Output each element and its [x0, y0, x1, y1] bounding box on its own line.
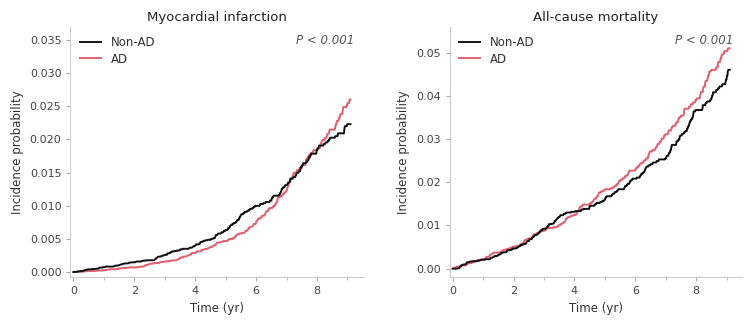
Text: P < 0.001: P < 0.001 — [675, 34, 733, 47]
AD — [611, 184, 620, 188]
Line: Non-AD: Non-AD — [453, 70, 730, 269]
Non-AD — [194, 243, 203, 246]
Y-axis label: Incidence probability: Incidence probability — [398, 90, 410, 214]
AD — [118, 266, 127, 270]
Non-AD — [232, 220, 241, 224]
Y-axis label: Incidence probability: Incidence probability — [11, 90, 24, 214]
AD — [278, 193, 287, 197]
AD — [69, 270, 78, 274]
Legend: Non-AD, AD: Non-AD, AD — [456, 33, 538, 69]
Non-AD — [140, 259, 149, 262]
Non-AD — [118, 262, 127, 266]
AD — [232, 233, 241, 237]
Non-AD — [725, 68, 734, 72]
AD — [725, 46, 734, 50]
AD — [574, 209, 583, 213]
AD — [254, 216, 263, 220]
AD — [497, 249, 506, 253]
X-axis label: Time (yr): Time (yr) — [569, 302, 623, 315]
Non-AD — [657, 157, 666, 161]
AD — [194, 249, 203, 253]
AD — [724, 46, 733, 50]
AD — [140, 264, 149, 268]
Non-AD — [346, 122, 355, 126]
Title: All-cause mortality: All-cause mortality — [533, 11, 658, 24]
AD — [448, 267, 457, 271]
Non-AD — [497, 251, 506, 255]
Non-AD — [69, 270, 78, 274]
AD — [520, 240, 529, 244]
AD — [346, 98, 355, 102]
Line: AD: AD — [453, 48, 730, 269]
X-axis label: Time (yr): Time (yr) — [190, 302, 243, 315]
AD — [633, 165, 642, 169]
Non-AD — [611, 190, 620, 194]
Non-AD — [343, 122, 352, 126]
Text: P < 0.001: P < 0.001 — [296, 34, 354, 47]
Non-AD — [254, 204, 263, 208]
Line: Non-AD: Non-AD — [74, 124, 350, 272]
Title: Myocardial infarction: Myocardial infarction — [147, 11, 286, 24]
Non-AD — [520, 242, 529, 246]
Non-AD — [448, 267, 457, 271]
Non-AD — [574, 209, 583, 213]
AD — [345, 98, 354, 102]
Non-AD — [633, 176, 642, 180]
Line: AD: AD — [74, 100, 350, 272]
Legend: Non-AD, AD: Non-AD, AD — [76, 33, 159, 69]
AD — [657, 139, 666, 142]
Non-AD — [724, 68, 733, 72]
Non-AD — [278, 186, 287, 190]
